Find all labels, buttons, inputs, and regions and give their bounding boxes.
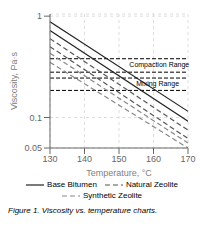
html-text:Natural Zeolite: Natural Zeolite (125, 180, 178, 189)
svg-text:170: 170 (180, 154, 195, 164)
html-text:Base Bitumen: Base Bitumen (47, 180, 97, 189)
html-text:Figure 1. Viscosity vs. temper: Figure 1. Viscosity vs. temperature char… (8, 206, 158, 215)
svg-text:160: 160 (146, 154, 161, 164)
svg-text:Temperature, °C: Temperature, °C (86, 168, 152, 178)
svg-text:1: 1 (37, 11, 42, 21)
svg-text:Mixing Range: Mixing Range (136, 80, 179, 88)
svg-text:0.05: 0.05 (24, 143, 42, 153)
svg-text:130: 130 (42, 154, 57, 164)
svg-text:Compaction Range: Compaction Range (129, 61, 189, 69)
svg-text:Viscosity, Pa·s: Viscosity, Pa·s (9, 51, 19, 110)
svg-text:150: 150 (111, 154, 126, 164)
svg-text:0.1: 0.1 (29, 113, 42, 123)
svg-text:140: 140 (77, 154, 92, 164)
html-text:Synthetic Zeolite: Synthetic Zeolite (82, 191, 143, 200)
